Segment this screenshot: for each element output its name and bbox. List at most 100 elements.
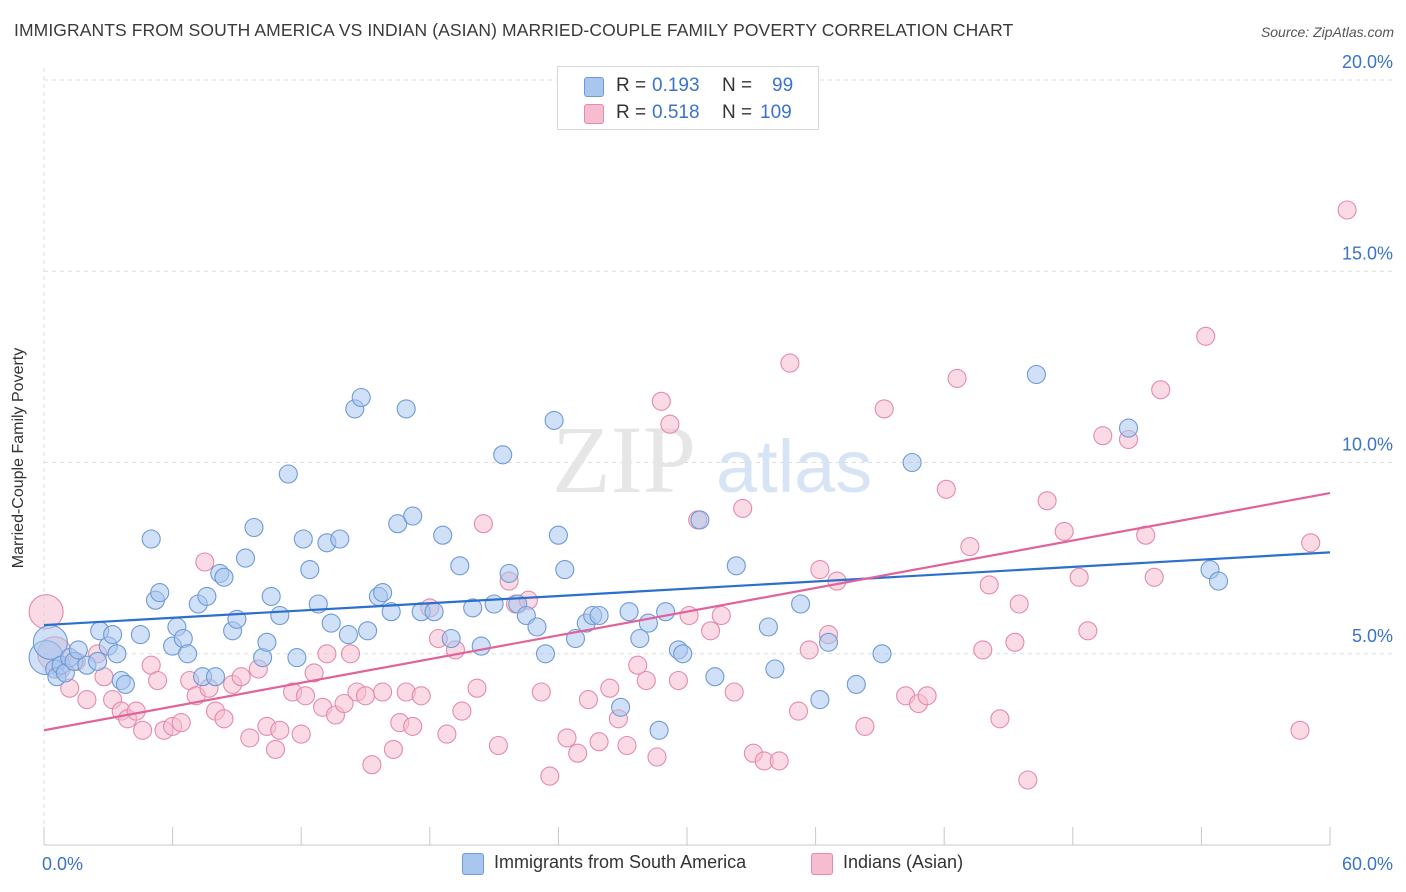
data-point-south-america — [321, 613, 341, 633]
data-point-south-america — [403, 506, 423, 526]
data-point-indians — [947, 368, 967, 388]
trend-line-indians — [43, 492, 1331, 732]
data-point-indians — [780, 353, 800, 373]
data-point-indians — [799, 640, 819, 660]
data-point-south-america — [338, 625, 358, 645]
data-point-south-america — [115, 674, 135, 694]
data-point-south-america — [589, 605, 609, 626]
data-point-indians — [617, 735, 637, 756]
data-point-indians — [1005, 632, 1025, 652]
data-point-indians — [334, 693, 354, 714]
data-point-south-america — [649, 720, 669, 740]
data-point-south-america — [214, 567, 234, 587]
data-point-indians — [270, 720, 290, 740]
series-south-america-points — [28, 364, 1229, 740]
data-point-indians — [647, 747, 667, 767]
data-point-south-america — [690, 510, 710, 530]
data-point-indians — [531, 682, 551, 702]
data-point-south-america — [450, 556, 470, 576]
y-tick-label: 5.0% — [1352, 626, 1393, 646]
data-point-south-america — [818, 632, 839, 652]
data-point-south-america — [846, 674, 866, 694]
data-point-south-america — [555, 560, 575, 580]
data-point-south-america — [150, 583, 170, 603]
trend-line-south-america — [43, 551, 1331, 627]
data-point-indians — [960, 537, 980, 557]
data-point-indians — [855, 716, 875, 736]
data-point-south-america — [544, 410, 564, 430]
data-point-south-america — [373, 583, 393, 603]
data-point-indians — [383, 739, 403, 759]
legend-n-value: 109 — [760, 102, 792, 123]
data-point-indians — [171, 713, 191, 733]
data-point-south-america — [493, 445, 513, 465]
data-point-indians — [473, 514, 493, 534]
data-point-indians — [769, 751, 789, 771]
data-point-indians — [295, 686, 316, 706]
data-point-indians — [467, 678, 487, 698]
data-point-indians — [231, 667, 251, 687]
data-point-indians — [317, 644, 337, 664]
x-tick-label: 60.0% — [1342, 854, 1393, 874]
data-point-south-america — [656, 602, 676, 622]
data-point-south-america — [103, 625, 123, 645]
data-point-indians — [214, 709, 234, 729]
data-point-indians — [990, 709, 1010, 729]
data-point-indians — [1290, 720, 1310, 740]
data-point-south-america — [433, 525, 453, 545]
chart-title: IMMIGRANTS FROM SOUTH AMERICA VS INDIAN … — [14, 20, 1014, 40]
data-point-indians — [133, 720, 153, 740]
data-point-south-america — [791, 594, 811, 614]
legend-label: Indians (Asian) — [843, 852, 964, 872]
grid-lines — [44, 79, 1392, 655]
data-point-south-america — [257, 632, 277, 652]
data-point-indians — [540, 766, 560, 786]
data-point-south-america — [261, 586, 281, 606]
data-point-indians — [77, 690, 97, 710]
data-point-south-america — [765, 659, 785, 679]
data-point-indians — [724, 682, 744, 702]
data-point-south-america — [619, 602, 639, 622]
data-point-indians — [668, 670, 688, 691]
data-point-indians — [660, 414, 680, 434]
data-point-indians — [578, 690, 598, 710]
data-point-south-america — [381, 602, 401, 622]
data-point-south-america — [396, 399, 416, 419]
legend-r-label: R = — [616, 75, 647, 96]
tick-labels: 5.0% 10.0% 15.0% 20.0% 0.0% 60.0% — [42, 52, 1393, 874]
data-point-south-america — [441, 628, 461, 649]
data-point-indians — [1093, 426, 1113, 446]
source-label: Source: ZipAtlas.com — [1260, 24, 1394, 40]
data-point-indians — [568, 743, 588, 763]
data-point-south-america — [758, 617, 778, 637]
data-point-indians — [711, 605, 731, 626]
data-point-indians — [452, 701, 472, 721]
data-point-south-america — [1026, 364, 1046, 385]
x-tick-label: 0.0% — [42, 854, 83, 874]
data-point-south-america — [611, 697, 631, 717]
data-point-south-america — [330, 529, 350, 549]
data-point-south-america — [197, 586, 217, 606]
data-point-south-america — [1118, 418, 1139, 438]
legend-r-label: R = — [616, 102, 647, 123]
y-tick-label: 10.0% — [1342, 435, 1393, 455]
data-point-south-america — [278, 464, 298, 484]
data-point-indians — [589, 732, 609, 752]
data-point-indians — [1069, 567, 1089, 587]
data-point-south-america — [68, 640, 88, 660]
data-point-indians — [291, 724, 311, 744]
legend-swatch-pink — [584, 104, 604, 124]
data-point-south-america — [300, 560, 320, 580]
legend-swatch-blue — [462, 853, 484, 875]
data-point-south-america — [358, 621, 378, 641]
data-point-indians — [636, 670, 656, 691]
y-tick-label: 15.0% — [1342, 243, 1393, 263]
data-point-south-america — [471, 636, 491, 656]
data-point-south-america — [463, 598, 483, 618]
data-point-south-america — [293, 529, 313, 549]
data-point-indians — [1009, 594, 1029, 614]
trend-lines — [43, 492, 1331, 732]
data-point-south-america — [205, 667, 226, 687]
data-point-indians — [1196, 326, 1216, 346]
